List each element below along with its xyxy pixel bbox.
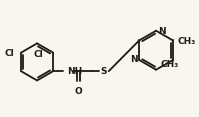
Text: CH₃: CH₃	[178, 37, 196, 46]
Text: CH₃: CH₃	[161, 60, 179, 69]
Text: O: O	[75, 87, 82, 96]
Text: Cl: Cl	[33, 50, 43, 59]
Text: N: N	[131, 55, 138, 64]
Text: S: S	[100, 67, 107, 76]
Text: N: N	[158, 27, 166, 36]
Text: NH: NH	[67, 67, 82, 76]
Text: Cl: Cl	[4, 49, 14, 58]
